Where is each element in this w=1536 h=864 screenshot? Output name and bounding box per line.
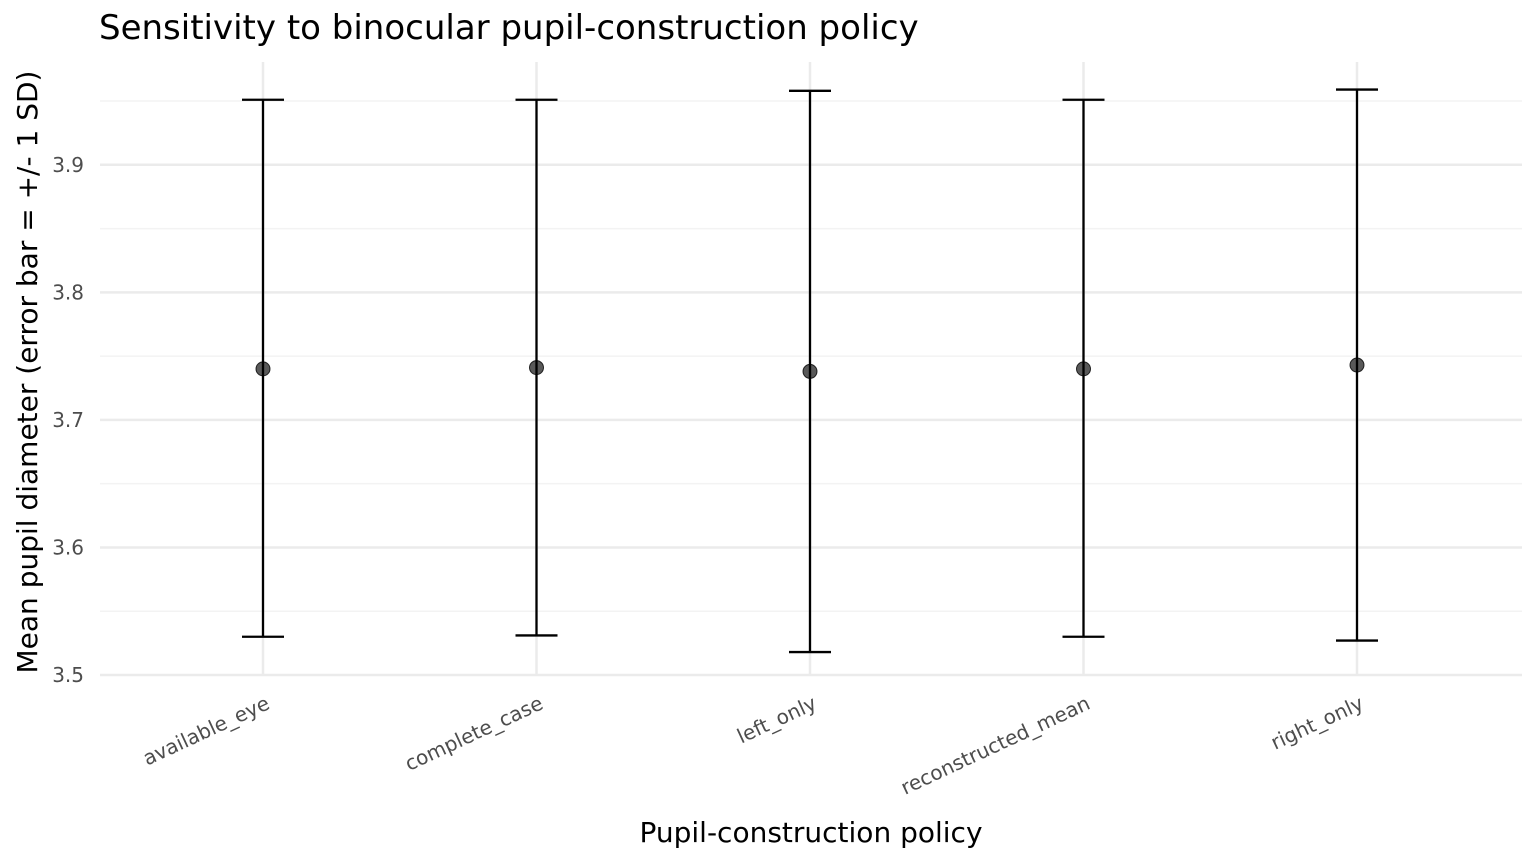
chart-title: Sensitivity to binocular pupil-construct… <box>99 8 919 48</box>
y-tick-label: 3.5 <box>52 663 84 687</box>
x-tick-label: available_eye <box>139 691 273 771</box>
x-tick-label: right_only <box>1267 691 1367 755</box>
y-tick-label: 3.6 <box>52 535 84 559</box>
y-axis-ticks: 3.5 3.6 3.7 3.8 3.9 <box>52 153 84 687</box>
x-tick-label: complete_case <box>401 691 547 776</box>
y-tick-label: 3.7 <box>52 408 84 432</box>
x-tick-label: left_only <box>733 691 820 749</box>
y-tick-label: 3.8 <box>52 280 84 304</box>
data-marks <box>242 88 1378 654</box>
x-axis-ticks: available_eye complete_case left_only recon… <box>139 691 1367 800</box>
x-tick-label: reconstructed_mean <box>897 691 1094 800</box>
data-point <box>802 363 818 379</box>
data-point <box>529 360 544 376</box>
data-point <box>255 361 271 377</box>
data-point <box>1349 357 1365 373</box>
data-point <box>1076 361 1091 377</box>
x-axis-title: Pupil-construction policy <box>639 816 983 849</box>
y-tick-label: 3.9 <box>52 153 84 177</box>
y-axis-title: Mean pupil diameter (error bar = +/- 1 S… <box>11 71 44 674</box>
